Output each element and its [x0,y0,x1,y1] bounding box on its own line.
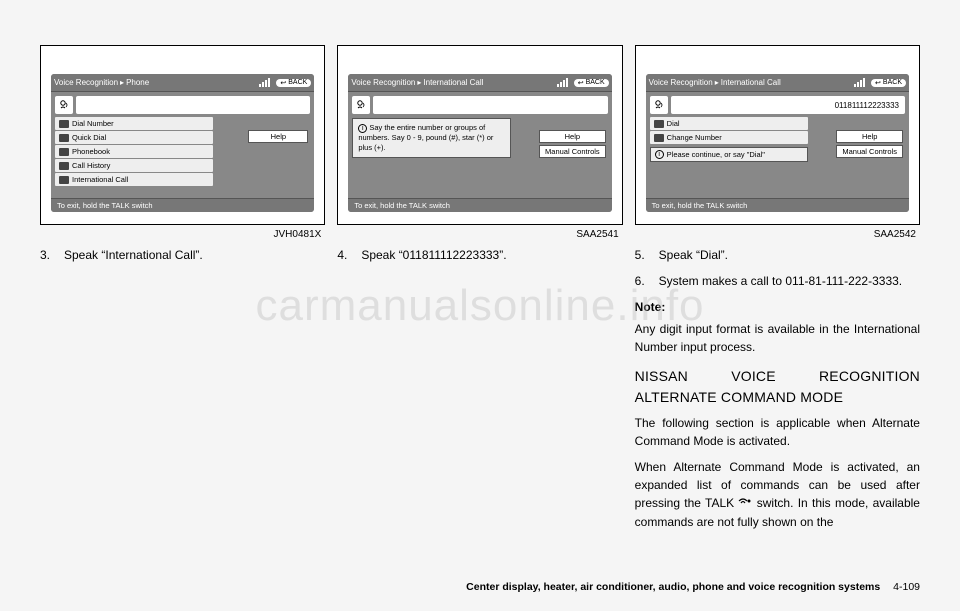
screen2-topbar: Voice Recognition ▸ International Call ↩… [348,74,611,92]
step-text: Speak “International Call”. [64,246,203,264]
back-arrow-icon: ↩ [875,79,881,87]
help-button[interactable]: Help [539,130,606,143]
menu-item-dial[interactable]: Dial [650,117,808,130]
chevron-right-icon: ▸ [120,78,124,87]
menu-list: Dial Number Quick Dial Phonebook Call Hi… [55,117,213,186]
screenshot-3: Voice Recognition ▸ International Call ↩… [635,45,920,225]
paragraph: When Alternate Command Mode is activated… [635,458,920,531]
screenshot-1: Voice Recognition ▸ Phone ↩ BACK [40,45,325,225]
paragraph: The following section is applicable when… [635,414,920,450]
section-heading: NISSAN VOICE RECOGNITION ALTERNATE COMMA… [635,366,920,408]
popup-text: Say the entire number or groups of numbe… [358,123,493,152]
voice-input-field[interactable]: 011811112223333 [671,96,905,114]
info-icon: i [655,150,664,159]
figure-id: SAA2542 [635,229,920,240]
step-text: System makes a call to 011-81-111-222-33… [659,272,902,290]
speak-icon [650,96,668,114]
menu-item-quick-dial[interactable]: Quick Dial [55,131,213,144]
prompt-text: Please continue, or say "Dial" [667,150,765,159]
breadcrumb-part: Voice Recognition [649,78,713,87]
screenshot-2: Voice Recognition ▸ International Call ↩… [337,45,622,225]
back-arrow-icon: ↩ [280,79,286,87]
breadcrumb-part: Voice Recognition [54,78,118,87]
figure-id: JVH0481X [40,229,325,240]
step-4: 4. Speak “011811112223333”. [337,246,622,264]
step-number: 6. [635,272,649,290]
step-6: 6. System makes a call to 011-81-111-222… [635,272,920,290]
info-icon: i [358,124,367,133]
signal-icon [854,77,868,89]
breadcrumb: Voice Recognition ▸ International Call [351,78,556,87]
back-button[interactable]: ↩ BACK [871,79,906,87]
step-3: 3. Speak “International Call”. [40,246,325,264]
menu-item-phonebook[interactable]: Phonebook [55,145,213,158]
prompt-bar: i Please continue, or say "Dial" [650,147,808,162]
menu-item-change-number[interactable]: Change Number [650,131,808,144]
breadcrumb-part: International Call [721,78,781,87]
note-label: Note: [635,298,920,316]
column-middle: Voice Recognition ▸ International Call ↩… [337,45,622,531]
breadcrumb: Voice Recognition ▸ International Call [649,78,854,87]
screen-footer-hint: To exit, hold the TALK switch [348,198,611,212]
step-number: 5. [635,246,649,264]
breadcrumb-part: International Call [423,78,483,87]
step-text: Speak “Dial”. [659,246,728,264]
page-number: 4-109 [893,581,920,593]
back-label: BACK [883,79,902,86]
breadcrumb-part: Phone [126,78,149,87]
back-button[interactable]: ↩ BACK [276,79,311,87]
menu-item-dial-number[interactable]: Dial Number [55,117,213,130]
breadcrumb: Voice Recognition ▸ Phone [54,78,259,87]
screen-footer-hint: To exit, hold the TALK switch [646,198,909,212]
back-label: BACK [288,79,307,86]
manual-controls-button[interactable]: Manual Controls [539,145,606,158]
menu-item-international-call[interactable]: International Call [55,173,213,186]
voice-input-field[interactable] [76,96,310,114]
screen-footer-hint: To exit, hold the TALK switch [51,198,314,212]
talk-switch-icon [738,495,752,513]
step-number: 4. [337,246,351,264]
breadcrumb-part: Voice Recognition [351,78,415,87]
signal-icon [557,77,571,89]
back-label: BACK [586,79,605,86]
step-5: 5. Speak “Dial”. [635,246,920,264]
menu-item-call-history[interactable]: Call History [55,159,213,172]
menu-list: Dial Change Number [650,117,808,144]
back-arrow-icon: ↩ [578,79,584,87]
signal-icon [259,77,273,89]
back-button[interactable]: ↩ BACK [574,79,609,87]
column-left: Voice Recognition ▸ Phone ↩ BACK [40,45,325,531]
footer-title: Center display, heater, air conditioner,… [466,581,880,593]
screen3-topbar: Voice Recognition ▸ International Call ↩… [646,74,909,92]
figure-id: SAA2541 [337,229,622,240]
step-number: 3. [40,246,54,264]
chevron-right-icon: ▸ [417,78,421,87]
voice-input-field[interactable] [373,96,607,114]
speak-icon [55,96,73,114]
note-body: Any digit input format is available in t… [635,320,920,356]
instruction-popup: iSay the entire number or groups of numb… [352,118,510,158]
help-button[interactable]: Help [248,130,308,143]
column-right: Voice Recognition ▸ International Call ↩… [635,45,920,531]
help-button[interactable]: Help [836,130,903,143]
screen1-topbar: Voice Recognition ▸ Phone ↩ BACK [51,74,314,92]
page-footer: Center display, heater, air conditioner,… [40,581,920,593]
chevron-right-icon: ▸ [715,78,719,87]
step-text: Speak “011811112223333”. [361,246,506,264]
page-columns: Voice Recognition ▸ Phone ↩ BACK [0,0,960,531]
speak-icon [352,96,370,114]
manual-controls-button[interactable]: Manual Controls [836,145,903,158]
